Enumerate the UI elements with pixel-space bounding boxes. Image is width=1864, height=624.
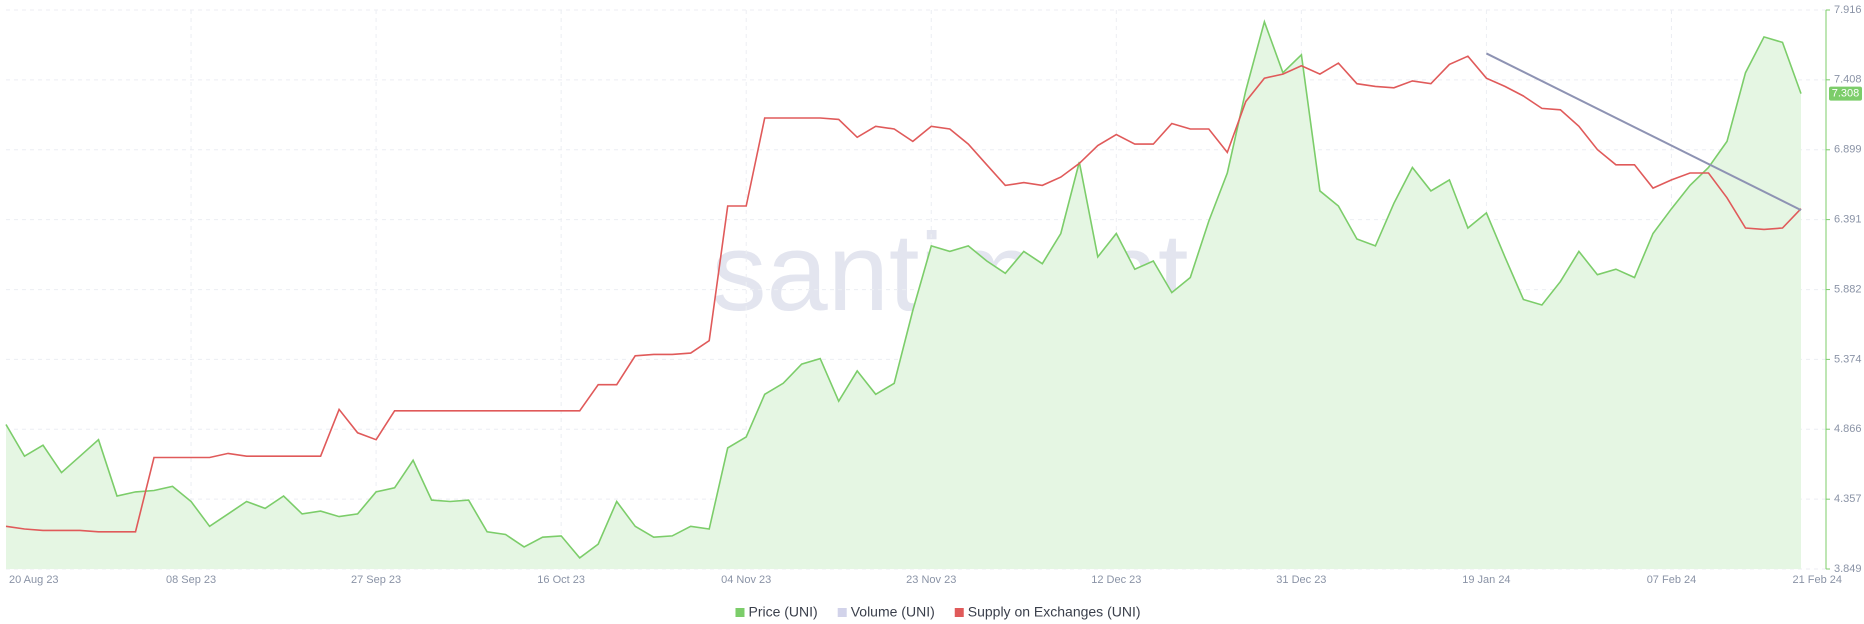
trend-line	[1485, 52, 1802, 212]
x-tick-label: 23 Nov 23	[906, 574, 956, 586]
legend: Price (UNI) Volume (UNI) Supply on Exchang…	[735, 604, 1141, 620]
series-line	[5, 55, 1802, 533]
x-tick-label: 08 Sep 23	[166, 574, 216, 586]
y-tick-label: 4.866	[1834, 423, 1862, 435]
y-tick-label: 4.357	[1834, 493, 1862, 505]
y-tick-label: 7.916	[1834, 4, 1862, 16]
x-tick-label: 27 Sep 23	[351, 574, 401, 586]
legend-label: Volume (UNI)	[851, 604, 935, 620]
last-value-label: 7.308	[1832, 87, 1860, 99]
x-tick-label: 07 Feb 24	[1647, 574, 1697, 586]
y-tick-label: 5.882	[1834, 283, 1862, 295]
price-area	[6, 21, 1801, 570]
x-tick-label: 31 Dec 23	[1276, 574, 1326, 586]
legend-swatch	[837, 608, 847, 617]
y-tick-label: 6.899	[1834, 144, 1862, 156]
series-line	[5, 19, 1802, 559]
y-tick-label: 5.374	[1834, 353, 1862, 365]
legend-label: Supply on Exchanges (UNI)	[968, 604, 1141, 620]
y-tick-label: 6.391	[1834, 214, 1862, 226]
x-tick-label: 19 Jan 24	[1462, 574, 1510, 586]
x-tick-label: 21 Feb 24	[1792, 574, 1842, 586]
legend-swatch	[735, 608, 745, 617]
x-tick-label: 12 Dec 23	[1091, 574, 1141, 586]
x-tick-label: 16 Oct 23	[537, 574, 585, 586]
x-tick-label: 20 Aug 23	[9, 574, 59, 586]
y-tick-label: 7.408	[1834, 74, 1862, 86]
legend-swatch	[954, 608, 964, 617]
y-tick-label: 3.849	[1834, 563, 1862, 575]
legend-label: Price (UNI)	[748, 604, 817, 620]
x-tick-label: 04 Nov 23	[721, 574, 771, 586]
last-value-badge	[1829, 86, 1862, 101]
